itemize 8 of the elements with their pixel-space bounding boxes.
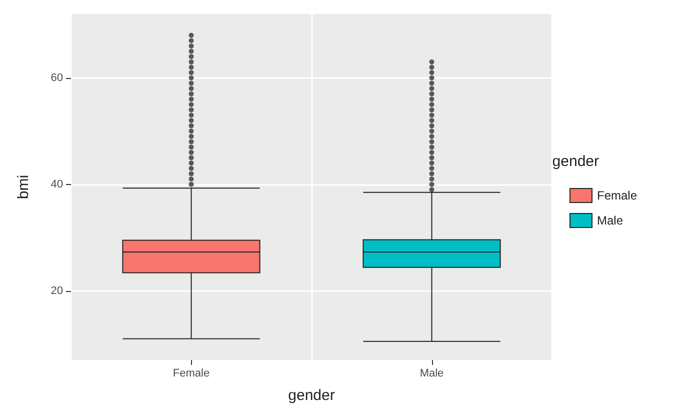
legend-title: gender <box>552 153 600 170</box>
x-axis-title: gender <box>288 387 335 404</box>
y-axis-title: bmi <box>15 174 32 200</box>
legend-label: Male <box>596 214 624 228</box>
legend-label: Female <box>596 188 638 202</box>
y-tick-label: 40 <box>50 178 63 190</box>
y-tick-label: 60 <box>50 72 63 84</box>
y-tick-label: 20 <box>50 284 63 297</box>
